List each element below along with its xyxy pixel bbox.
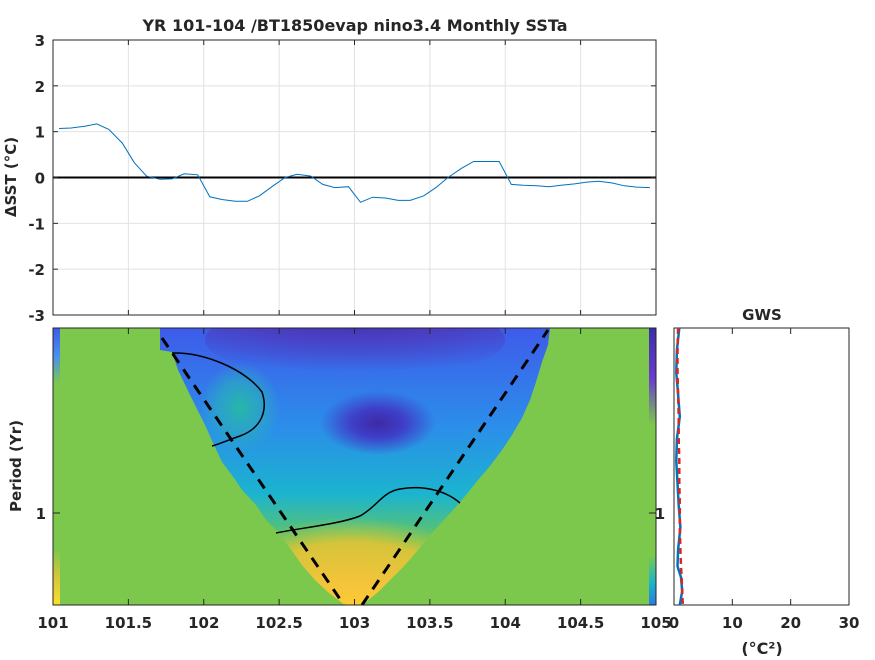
gws-x-axis-label: (°C²) — [741, 639, 782, 656]
x-tick-label: 101.5 — [105, 614, 152, 632]
gws-x-ticks: 0 10 20 30 — [669, 328, 860, 632]
time-series-panel: 3 2 1 0 -1 -2 -3 ΔSST (°C) — [2, 32, 657, 325]
x-tick-label: 103.5 — [406, 614, 453, 632]
x-tick-label: 104 — [490, 614, 521, 632]
gws-side-tick-label: 1 — [655, 505, 665, 523]
wavelet-y-axis-label: Period (Yr) — [7, 420, 25, 512]
chart-title: YR 101-104 /BT1850evap nino3.4 Monthly S… — [141, 16, 567, 35]
x-tick-label: 102 — [188, 614, 219, 632]
x-tick-label: 104.5 — [557, 614, 604, 632]
wavelet-x-ticks: 101 101.5 102 102.5 103 103.5 104 104.5 105 — [37, 328, 672, 632]
y-tick-label: -3 — [28, 307, 45, 325]
y-tick-label: 0 — [35, 170, 45, 188]
y-tick-label: 1 — [35, 124, 45, 142]
y-tick-label: -2 — [28, 261, 45, 279]
x-tick-label: 20 — [780, 614, 801, 632]
gws-significance-line — [676, 327, 685, 606]
gws-lines — [675, 327, 685, 606]
wavelet-right-edge-strip — [649, 328, 656, 605]
wavelet-panel: 101 101.5 102 102.5 103 103.5 104 104.5 105 1 Pe… — [7, 327, 672, 632]
x-tick-label: 105 — [640, 614, 671, 632]
x-tick-label: 10 — [722, 614, 743, 632]
wavelet-y-tick-label: 1 — [36, 505, 46, 523]
sst-series-line — [58, 123, 651, 203]
cone-of-influence — [160, 329, 550, 606]
x-tick-label: 102.5 — [255, 614, 302, 632]
gws-plot-area — [673, 327, 850, 606]
wavelet-left-edge-strip — [53, 328, 60, 605]
y-tick-label: 3 — [35, 32, 45, 50]
x-tick-label: 0 — [669, 614, 679, 632]
time-series-y-axis-label: ΔSST (°C) — [2, 137, 20, 217]
significance-contours — [171, 352, 461, 534]
x-tick-label: 103 — [339, 614, 370, 632]
x-tick-label: 101 — [37, 614, 68, 632]
x-tick-label: 30 — [839, 614, 860, 632]
y-tick-label: -1 — [28, 215, 45, 233]
time-series-y-ticks: 3 2 1 0 -1 -2 -3 — [28, 32, 656, 325]
y-tick-label: 2 — [35, 78, 45, 96]
gws-panel: 0 10 20 30 GWS (°C²) 1 — [655, 306, 860, 658]
gws-title: GWS — [742, 306, 782, 324]
